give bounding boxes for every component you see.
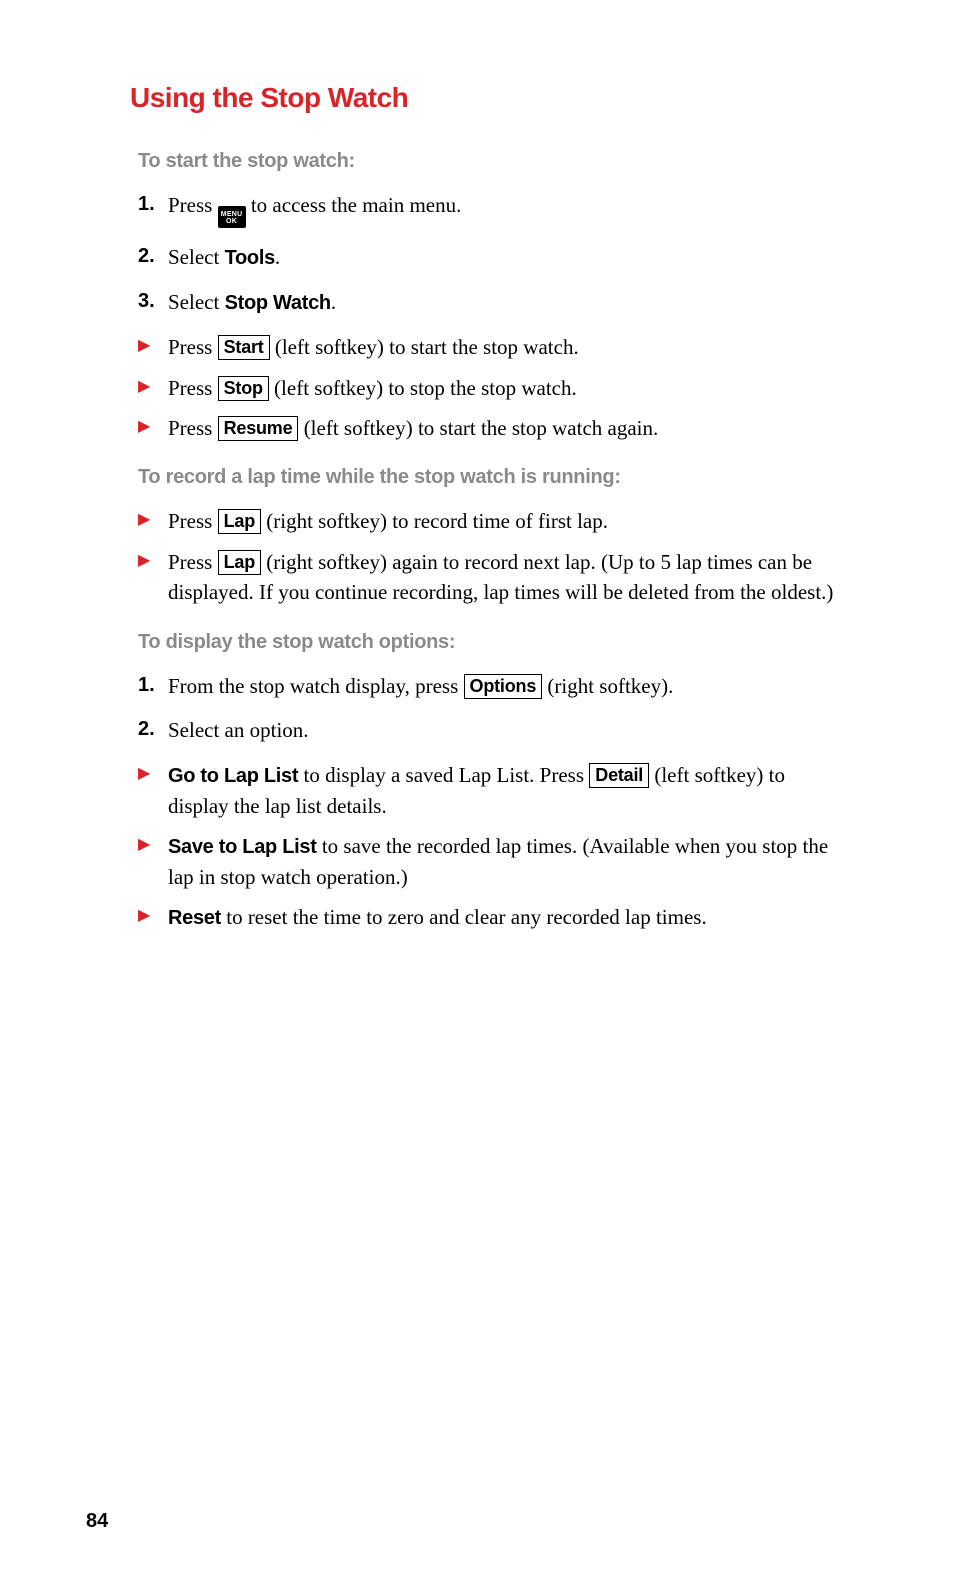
step-body: Press MENUOK to access the main menu.	[168, 190, 844, 229]
step-body: Select an option.	[168, 715, 844, 745]
text: (left softkey) to start the stop watch.	[270, 335, 579, 359]
arrow-icon: ▶	[138, 373, 168, 403]
step-number: 2.	[138, 242, 168, 273]
bullet-reset: ▶ Reset to reset the time to zero and cl…	[138, 902, 844, 933]
key-top: MENU	[221, 211, 243, 218]
step-number: 3.	[138, 287, 168, 318]
menu-ok-key-icon: MENUOK	[218, 206, 246, 228]
text: to reset the time to zero and clear any …	[221, 905, 707, 929]
bullet-body: Press Start (left softkey) to start the …	[168, 332, 844, 362]
bullet-goto-laplist: ▶ Go to Lap List to display a saved Lap …	[138, 760, 844, 821]
lap-key-icon: Lap	[218, 509, 261, 534]
text: Select	[168, 245, 225, 269]
text: (right softkey).	[542, 674, 673, 698]
bullet-body: Press Lap (right softkey) again to recor…	[168, 547, 844, 608]
bold-text: Go to Lap List	[168, 765, 298, 787]
bold-text: Reset	[168, 907, 221, 929]
text: (right softkey) again to record next lap…	[168, 550, 833, 604]
text: to display a saved Lap List. Press	[298, 763, 589, 787]
text: .	[331, 290, 336, 314]
resume-key-icon: Resume	[218, 416, 299, 441]
arrow-icon: ▶	[138, 506, 168, 536]
detail-key-icon: Detail	[589, 763, 649, 788]
start-key-icon: Start	[218, 335, 270, 360]
step-number: 1.	[138, 671, 168, 701]
text: (left softkey) to start the stop watch a…	[298, 416, 658, 440]
arrow-icon: ▶	[138, 547, 168, 608]
text: Press	[168, 376, 218, 400]
bold-text: Tools	[225, 247, 275, 269]
arrow-icon: ▶	[138, 902, 168, 933]
bullet-body: Save to Lap List to save the recorded la…	[168, 831, 844, 892]
step-1-options: 1. From the stop watch display, press Op…	[138, 671, 844, 701]
page-number: 84	[86, 1507, 108, 1536]
bullet-stop: ▶ Press Stop (left softkey) to stop the …	[138, 373, 844, 403]
step-body: Select Tools.	[168, 242, 844, 273]
subheading-options: To display the stop watch options:	[138, 628, 844, 657]
text: Press	[168, 550, 218, 574]
bullet-body: Go to Lap List to display a saved Lap Li…	[168, 760, 844, 821]
bullet-lap-first: ▶ Press Lap (right softkey) to record ti…	[138, 506, 844, 536]
text: From the stop watch display, press	[168, 674, 464, 698]
arrow-icon: ▶	[138, 413, 168, 443]
subheading-lap: To record a lap time while the stop watc…	[138, 463, 844, 492]
page-title: Using the Stop Watch	[130, 78, 844, 119]
step-body: Select Stop Watch.	[168, 287, 844, 318]
step-number: 2.	[138, 715, 168, 745]
bullet-resume: ▶ Press Resume (left softkey) to start t…	[138, 413, 844, 443]
text: (right softkey) to record time of first …	[261, 509, 608, 533]
text: Press	[168, 509, 218, 533]
arrow-icon: ▶	[138, 332, 168, 362]
text: Select	[168, 290, 225, 314]
bullet-start: ▶ Press Start (left softkey) to start th…	[138, 332, 844, 362]
step-body: From the stop watch display, press Optio…	[168, 671, 844, 701]
bullet-lap-next: ▶ Press Lap (right softkey) again to rec…	[138, 547, 844, 608]
bullet-body: Reset to reset the time to zero and clea…	[168, 902, 844, 933]
arrow-icon: ▶	[138, 831, 168, 892]
text: Select an option.	[168, 718, 309, 742]
step-3: 3. Select Stop Watch.	[138, 287, 844, 318]
bullet-body: Press Lap (right softkey) to record time…	[168, 506, 844, 536]
bullet-body: Press Stop (left softkey) to stop the st…	[168, 373, 844, 403]
lap-key-icon: Lap	[218, 550, 261, 575]
arrow-icon: ▶	[138, 760, 168, 821]
step-2: 2. Select Tools.	[138, 242, 844, 273]
text: (left softkey) to stop the stop watch.	[269, 376, 577, 400]
step-2-options: 2. Select an option.	[138, 715, 844, 745]
options-key-icon: Options	[464, 674, 543, 699]
text: Press	[168, 335, 218, 359]
stop-key-icon: Stop	[218, 376, 269, 401]
subheading-start: To start the stop watch:	[138, 147, 844, 176]
bullet-save-laplist: ▶ Save to Lap List to save the recorded …	[138, 831, 844, 892]
text: to access the main menu.	[246, 193, 462, 217]
text: .	[275, 245, 280, 269]
bold-text: Stop Watch	[225, 292, 331, 314]
text: Press	[168, 193, 218, 217]
step-1: 1. Press MENUOK to access the main menu.	[138, 190, 844, 229]
text: Press	[168, 416, 218, 440]
bullet-body: Press Resume (left softkey) to start the…	[168, 413, 844, 443]
bold-text: Save to Lap List	[168, 836, 317, 858]
key-bottom: OK	[226, 218, 237, 225]
step-number: 1.	[138, 190, 168, 229]
